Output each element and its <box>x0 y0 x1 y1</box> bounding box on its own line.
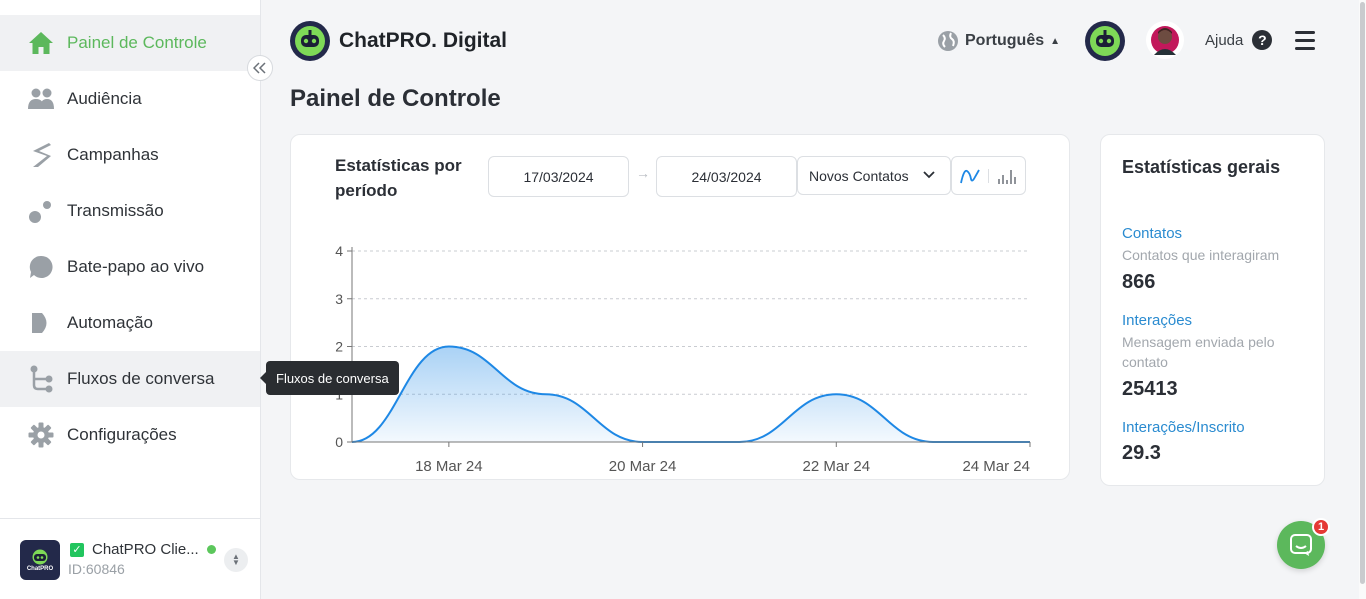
account-switch-icon[interactable]: ▲ ▼ <box>224 548 248 572</box>
period-stats-card: Estatísticas por período 17/03/2024 → 24… <box>290 134 1070 480</box>
series-area <box>352 346 1030 442</box>
home-icon <box>28 30 54 56</box>
support-chat-button[interactable]: 1 <box>1277 518 1330 569</box>
collapse-sidebar-button[interactable] <box>247 55 273 81</box>
end-date-input[interactable]: 24/03/2024 <box>656 156 797 197</box>
chat-bubble-icon <box>1289 533 1313 557</box>
sidebar-item-automacao[interactable]: Automação <box>0 295 260 351</box>
bot-profile-icon[interactable] <box>1085 21 1125 61</box>
sidebar-tooltip: Fluxos de conversa <box>260 361 399 395</box>
broadcast-icon <box>28 198 54 224</box>
account-name: ✓ ChatPRO Clie... <box>70 541 216 558</box>
online-status-dot <box>206 545 216 554</box>
sidebar-item-label: Transmissão <box>67 201 164 220</box>
sidebar-item-label: Automação <box>67 313 153 332</box>
stat-contatos: Contatos Contatos que interagiram 866 <box>1122 225 1312 294</box>
sidebar: Painel de Controle Audiência Campanhas T… <box>0 0 261 599</box>
stat-desc: Contatos que interagiram <box>1122 247 1280 263</box>
stat-desc: Mensagem enviada pelo contato <box>1122 334 1275 370</box>
notification-badge: 1 <box>1312 518 1330 536</box>
page-title: Painel de Controle <box>290 85 501 112</box>
sidebar-item-label: Bate-papo ao vivo <box>67 257 205 276</box>
chat-icon <box>28 254 54 280</box>
page-scrollbar[interactable] <box>1359 0 1366 599</box>
globe-icon <box>937 30 959 52</box>
sidebar-item-label: Fluxos de conversa <box>67 369 215 388</box>
metric-select[interactable]: Novos Contatos <box>797 156 951 195</box>
x-tick-label: 20 Mar 24 <box>609 458 677 475</box>
language-selector[interactable]: Português ▲ <box>937 30 1060 52</box>
x-tick-label: 18 Mar 24 <box>415 458 483 475</box>
sidebar-item-label: Campanhas <box>67 145 159 164</box>
help-label: Ajuda <box>1205 31 1244 49</box>
chart-title: Estatísticas por período <box>335 156 462 200</box>
chevron-down-icon <box>922 168 936 185</box>
stats-title: Estatísticas gerais <box>1122 157 1281 177</box>
chart-type-toggle <box>951 156 1026 195</box>
sidebar-item-transmissao[interactable]: Transmissão <box>0 183 260 239</box>
sidebar-item-bate-papo[interactable]: Bate-papo ao vivo <box>0 239 260 295</box>
stat-label: Contatos <box>1122 225 1183 242</box>
sidebar-item-label: Painel de Controle <box>67 33 207 52</box>
stat-interacoes: Interações Mensagem enviada pelo contato… <box>1122 312 1312 401</box>
account-switcher[interactable]: ChatPRO ✓ ChatPRO Clie... ID:60846 ▲ ▼ <box>0 518 260 599</box>
stat-interacoes-inscrito: Interações/Inscrito 29.3 <box>1122 419 1312 465</box>
sidebar-nav: Painel de Controle Audiência Campanhas T… <box>0 15 260 463</box>
check-icon: ✓ <box>70 542 84 557</box>
sidebar-item-label: Audiência <box>67 89 142 108</box>
gear-icon <box>28 422 54 448</box>
sidebar-item-fluxos-de-conversa[interactable]: Fluxos de conversa <box>0 351 260 407</box>
user-avatar[interactable] <box>1146 21 1184 59</box>
sidebar-item-audiencia[interactable]: Audiência <box>0 71 260 127</box>
brand[interactable]: ChatPRO. Digital <box>290 21 507 61</box>
arrow-right-icon: → <box>636 165 650 181</box>
y-tick-label: 0 <box>335 434 343 450</box>
brand-logo-icon <box>290 21 330 61</box>
brand-name: ChatPRO. Digital <box>339 29 508 52</box>
account-logo: ChatPRO <box>20 540 60 580</box>
sidebar-item-configuracoes[interactable]: Configurações <box>0 407 260 463</box>
language-label: Português <box>965 32 1045 49</box>
stat-value: 25413 <box>1122 378 1178 400</box>
account-logo-text: ChatPRO <box>26 565 54 572</box>
hamburger-menu-icon[interactable] <box>1295 31 1315 55</box>
automation-icon <box>28 310 54 336</box>
users-icon <box>28 86 54 112</box>
flow-icon <box>28 365 54 393</box>
stat-value: 866 <box>1122 271 1156 293</box>
x-tick-label: 24 Mar 24 <box>962 458 1030 475</box>
sidebar-item-campanhas[interactable]: Campanhas <box>0 127 260 183</box>
stat-label: Interações <box>1122 312 1193 329</box>
caret-up-icon: ▲ <box>1050 35 1061 47</box>
sidebar-item-painel-de-controle[interactable]: Painel de Controle <box>0 15 260 71</box>
account-id: ID:60846 <box>68 561 125 577</box>
stat-label: Interações/Inscrito <box>1122 419 1245 436</box>
account-name-label: ChatPRO Clie... <box>92 541 199 558</box>
line-chart-icon[interactable] <box>952 157 988 194</box>
metric-select-value: Novos Contatos <box>809 167 909 184</box>
general-stats-card: Estatísticas gerais Contatos Contatos qu… <box>1100 134 1325 486</box>
campaign-icon <box>28 142 54 168</box>
y-tick-label: 2 <box>335 339 343 355</box>
y-tick-label: 4 <box>335 243 343 259</box>
sidebar-item-label: Configurações <box>67 425 177 444</box>
question-icon: ? <box>1252 30 1273 50</box>
start-date-input[interactable]: 17/03/2024 <box>488 156 629 197</box>
stat-value: 29.3 <box>1122 442 1161 464</box>
help-link[interactable]: Ajuda ? <box>1205 30 1273 50</box>
bar-chart-icon[interactable] <box>989 157 1025 194</box>
x-tick-label: 22 Mar 24 <box>803 458 871 475</box>
y-tick-label: 3 <box>335 291 343 307</box>
